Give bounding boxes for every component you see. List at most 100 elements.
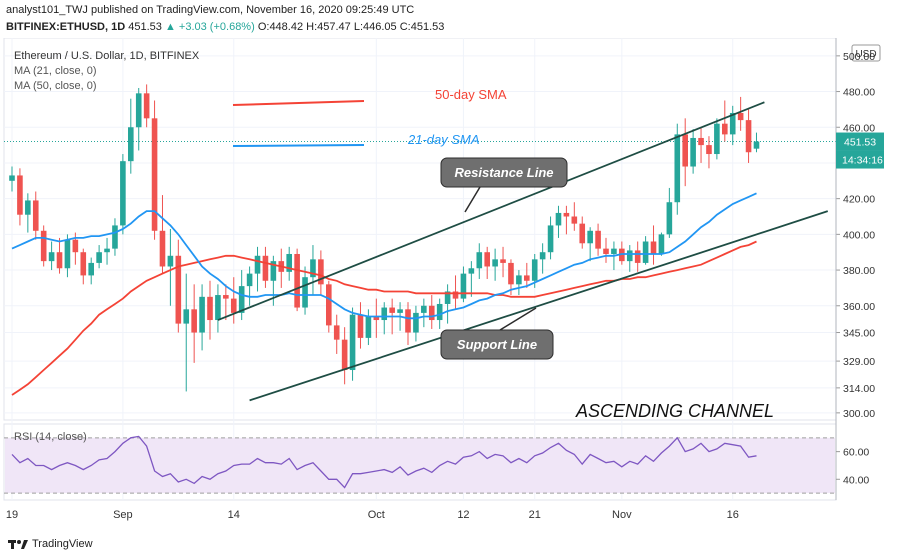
candle-body [603,248,609,254]
time-axis[interactable]: 19 Sep 14 Oct 12 21 Nov 16 [6,509,739,521]
rsi-line [11,435,757,489]
tradingview-logo[interactable]: TradingView [8,538,93,550]
last-price-tag [836,132,884,151]
candle-body [650,241,657,254]
candle-body [421,305,427,313]
candle-body [413,312,419,333]
currency-button[interactable] [851,44,881,62]
candle-body [25,200,31,215]
price-tick-label: 360.00 [843,301,875,313]
candle-body [349,314,356,371]
resistance-label: Resistance Line [455,165,554,180]
candle-body [634,250,641,263]
candle-body [508,262,514,285]
candle-body [476,252,483,269]
price-tick-label: 300.00 [843,408,875,420]
candle-body [254,255,261,274]
candle-body [96,252,102,263]
candle-body [690,137,696,167]
last-price-tag-label: 451.53 [844,137,876,149]
resistance-line [217,101,765,321]
legend-rsi: RSI (14, close) [14,431,87,443]
footer: TradingView [0,532,900,560]
price-tick-label: 400.00 [843,229,875,241]
time-tick-label: Nov [612,509,632,521]
currency-label[interactable]: USD [855,49,876,60]
publisher-text: analyst101_TWJ published on TradingView.… [6,4,415,16]
candle-body [563,212,570,217]
candle-body [286,253,292,272]
candle-body [539,252,546,260]
price-tick-label: 329.00 [843,356,875,368]
candle-body [436,303,443,321]
sma21-label: 21-day SMA [407,132,480,147]
candle-body [381,307,388,321]
candle-body [737,112,744,121]
price-tick-label: 500.00 [843,51,875,63]
candle-body [120,161,126,226]
candle-body [389,307,395,313]
up-arrow-icon: ▲ [164,21,176,33]
price-tick-label: 345.00 [843,328,875,340]
candle-body [547,225,554,253]
candle-body [56,252,63,269]
tradingview-brand: TradingView [32,538,93,550]
candle-body [611,248,617,254]
candle-body [428,305,435,321]
time-tick-label: 21 [529,509,541,521]
candle-body [516,275,522,285]
candle-body [143,93,150,119]
support-label: Support Line [457,337,537,352]
candle-body [215,295,221,321]
candle-body [587,230,593,244]
price-tick-label: 480.00 [843,87,875,99]
symbol-line: BITFINEX:ETHUSD, 1D 451.53 ▲ +3.03 (+0.6… [6,21,444,33]
price-tick-label: 460.00 [843,122,875,134]
chart-header: analyst101_TWJ published on TradingView.… [0,0,900,38]
price-axis[interactable]: USD 500.00480.00460.00440.00420.00400.00… [835,38,884,500]
symbol-label: BITFINEX:ETHUSD, 1D [6,21,126,33]
resistance-callout [440,157,568,188]
candle-body [135,93,142,128]
candle-body [579,223,586,244]
rsi-band [5,437,835,494]
candle-body [333,325,340,340]
candle-body [405,309,411,333]
candle-body [64,239,71,269]
candle-body [571,216,578,224]
candle-body [230,298,237,313]
candle-body [159,230,166,267]
candle-body [199,296,205,333]
candle-body [642,241,649,263]
time-tick-label: 12 [457,509,469,521]
candle-body [729,112,736,135]
legend-title: Ethereum / U.S. Dollar, 1D, BITFINEX [14,50,200,62]
price-chart[interactable]: 50-day SMA 21-day SMA Resistance Line Su… [0,38,900,532]
support-line [249,210,829,402]
price-change: +3.03 (+0.68%) [178,21,255,33]
candle-body [262,255,269,281]
candle-body [484,252,490,267]
tradingview-logo-icon [8,540,28,549]
candle-body [666,202,673,235]
candle-body [492,259,498,267]
candle-body [112,225,118,249]
chart-legend: Ethereum / U.S. Dollar, 1D, BITFINEX MA … [14,50,200,443]
candle-body [72,239,79,253]
sma21-legend-line [232,144,365,147]
legend-ma21: MA (21, close, 0) [14,65,97,77]
sma50-legend-line [232,100,365,106]
candle-body [626,250,633,262]
candle-body [452,291,459,299]
rsi-tick-label: 40.00 [843,474,869,486]
ma21-line [11,192,757,320]
publisher-line: analyst101_TWJ published on TradingView.… [6,4,414,16]
candle-body [373,316,380,321]
candle-body [468,268,475,274]
candle-body [151,118,158,231]
candle-body [183,309,190,324]
moving-averages [11,192,757,396]
candle-body [246,273,253,287]
candle-body [397,309,403,313]
candle-body [714,123,720,155]
